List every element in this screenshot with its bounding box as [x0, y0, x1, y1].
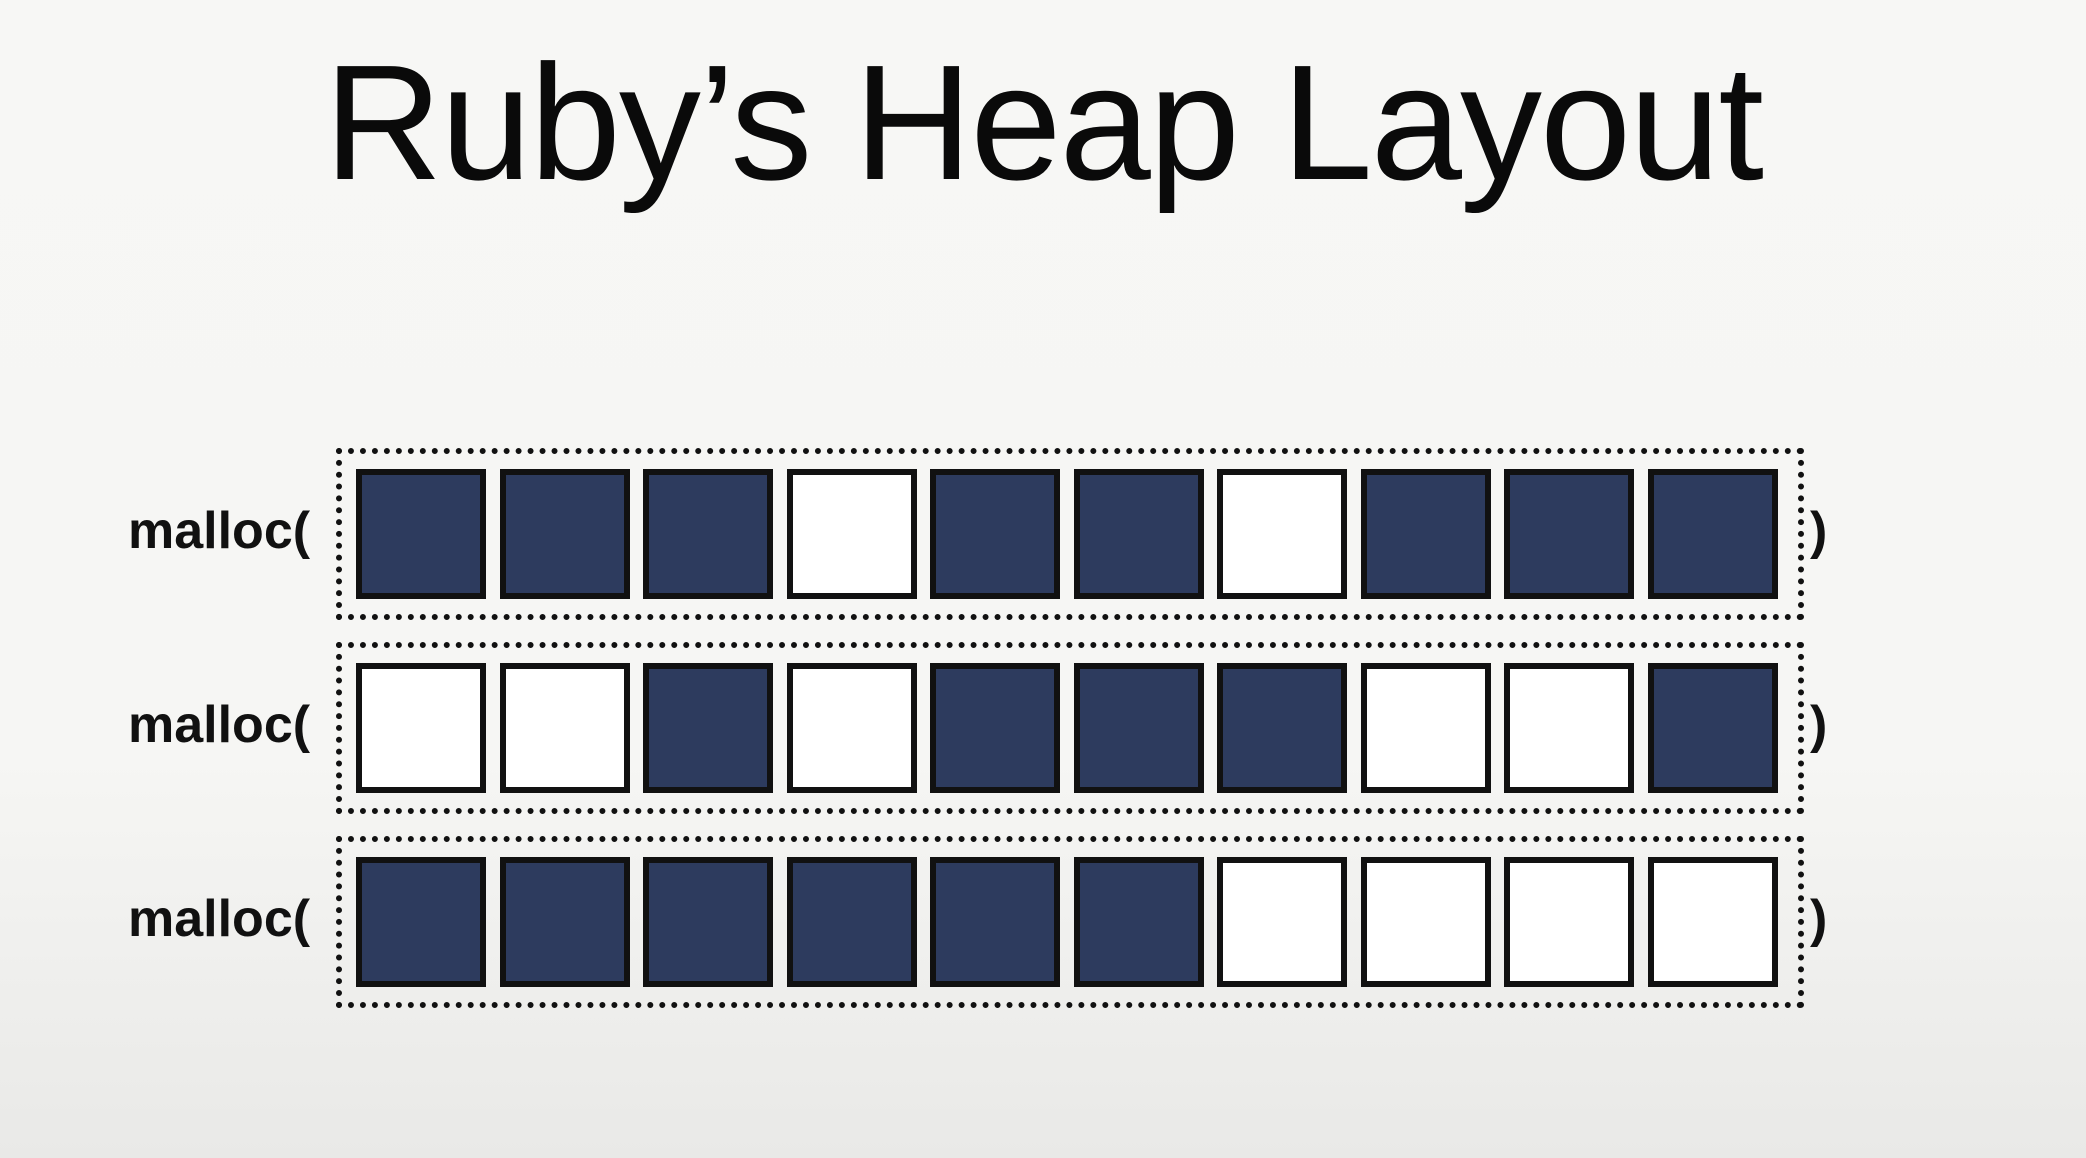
heap-slot-free: [786, 469, 917, 599]
malloc-open-label: malloc(: [128, 502, 311, 560]
heap-row-1: malloc( ): [0, 448, 2086, 620]
heap-row-3: malloc( ): [0, 836, 2086, 1008]
malloc-open-label: malloc(: [128, 696, 311, 754]
heap-slot-free: [1217, 469, 1347, 599]
heap-slot-used: [356, 469, 486, 599]
heap-slot-used: [1217, 663, 1347, 793]
heap-slot-used: [643, 663, 773, 793]
heap-slot-free: [1504, 857, 1634, 987]
heap-slot-used: [1073, 469, 1204, 599]
malloc-open-label: malloc(: [128, 890, 311, 948]
heap-slot-free: [1504, 663, 1634, 793]
heap-slot-used: [930, 469, 1060, 599]
heap-slot-used: [930, 663, 1060, 793]
heap-slot-free: [786, 663, 917, 793]
heap-slot-used: [1073, 663, 1204, 793]
heap-slot-free: [1217, 857, 1347, 987]
heap-slot-used: [786, 857, 917, 987]
heap-slot-used: [930, 857, 1060, 987]
heap-slot-used: [1504, 469, 1634, 599]
malloc-close-paren: ): [1810, 696, 1828, 754]
heap-slot-free: [499, 663, 630, 793]
malloc-close-paren: ): [1810, 890, 1828, 948]
heap-row-2: malloc( ): [0, 642, 2086, 814]
slide-title: Ruby’s Heap Layout: [324, 31, 1764, 214]
heap-slot-used: [643, 469, 773, 599]
heap-slot-free: [1647, 857, 1778, 987]
heap-slot-used: [1647, 469, 1778, 599]
heap-slot-used: [1360, 469, 1491, 599]
heap-slot-used: [356, 857, 486, 987]
heap-page: [336, 836, 1804, 1008]
heap-page: [336, 642, 1804, 814]
heap-slot-used: [1073, 857, 1204, 987]
heap-page: [336, 448, 1804, 620]
heap-slot-used: [1647, 663, 1778, 793]
malloc-close-paren: ): [1810, 502, 1828, 560]
heap-slot-free: [356, 663, 486, 793]
heap-slot-used: [643, 857, 773, 987]
heap-slot-used: [499, 469, 630, 599]
heap-slot-free: [1360, 663, 1491, 793]
heap-slot-used: [499, 857, 630, 987]
heap-slot-free: [1360, 857, 1491, 987]
